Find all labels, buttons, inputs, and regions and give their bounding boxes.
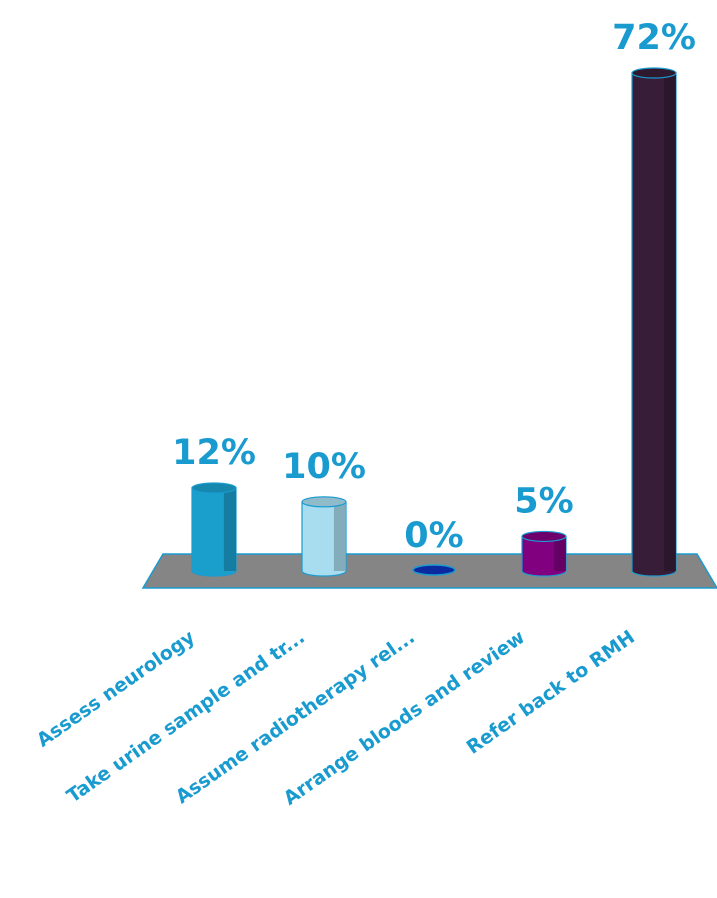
value-label-1: 12% [172, 433, 256, 473]
value-label-2: 10% [282, 447, 366, 487]
value-label-5: 72% [612, 18, 696, 58]
value-label-4: 5% [514, 481, 573, 521]
bar-group [191, 67, 677, 577]
bar-5 [631, 67, 677, 577]
bar-4 [521, 530, 567, 577]
bar-1 [191, 482, 237, 577]
value-label-3: 0% [404, 516, 463, 556]
value-label-group: 12% 10% 0% 5% 72% [172, 18, 696, 556]
bar-3 [412, 564, 456, 576]
bar-2 [301, 496, 347, 577]
